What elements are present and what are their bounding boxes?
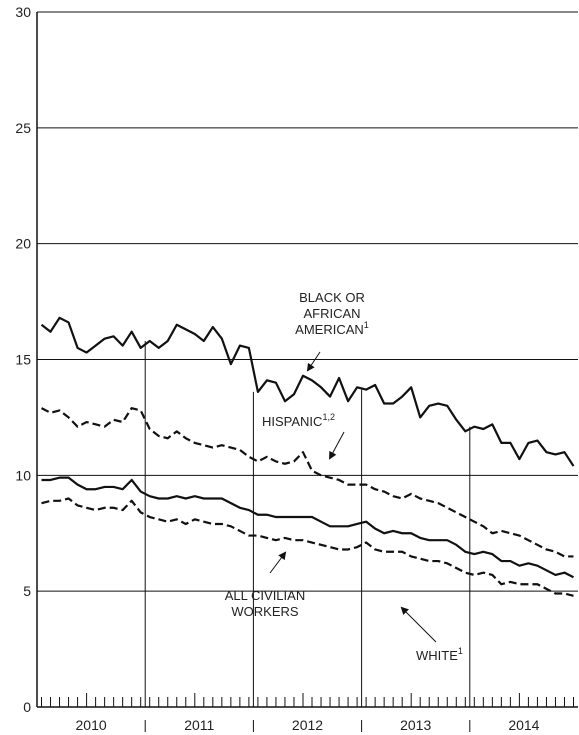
annotation-text: ALL CIVILIAN <box>225 588 305 603</box>
annotation-text: WORKERS <box>231 604 299 619</box>
y-tick-label: 5 <box>23 583 31 599</box>
series-line-2 <box>42 408 574 556</box>
series-line-4 <box>42 499 574 596</box>
annotation-text: AFRICAN <box>303 306 360 321</box>
series-line-1 <box>42 318 574 466</box>
annotation-arrow <box>402 608 436 642</box>
annotation-arrow <box>308 352 320 370</box>
y-tick-label: 20 <box>15 236 31 252</box>
year-label: 2012 <box>292 717 323 733</box>
year-separators <box>145 341 470 732</box>
year-label: 2011 <box>184 717 214 733</box>
annotation-text: BLACK OR <box>299 290 365 305</box>
annotation-arrow <box>270 553 285 573</box>
annotation-4: WHITE1 <box>402 608 463 663</box>
y-tick-label: 10 <box>15 467 31 483</box>
x-month-ticks <box>42 693 574 707</box>
annotation-arrow <box>330 432 344 458</box>
y-tick-label: 0 <box>23 699 31 715</box>
y-tick-label: 25 <box>15 120 31 136</box>
year-label: 2013 <box>400 717 431 733</box>
y-tick-labels: 0 5 10 15 20 25 30 <box>15 4 31 715</box>
y-tick-label: 30 <box>15 4 31 20</box>
annotation-text: HISPANIC1,2 <box>262 412 335 429</box>
year-label: 2014 <box>508 717 539 733</box>
year-label: 2010 <box>76 717 107 733</box>
y-tick-label: 15 <box>15 352 31 368</box>
annotation-text: WHITE1 <box>416 646 463 663</box>
series-line-3 <box>42 478 574 578</box>
annotation-text: AMERICAN1 <box>295 320 369 337</box>
